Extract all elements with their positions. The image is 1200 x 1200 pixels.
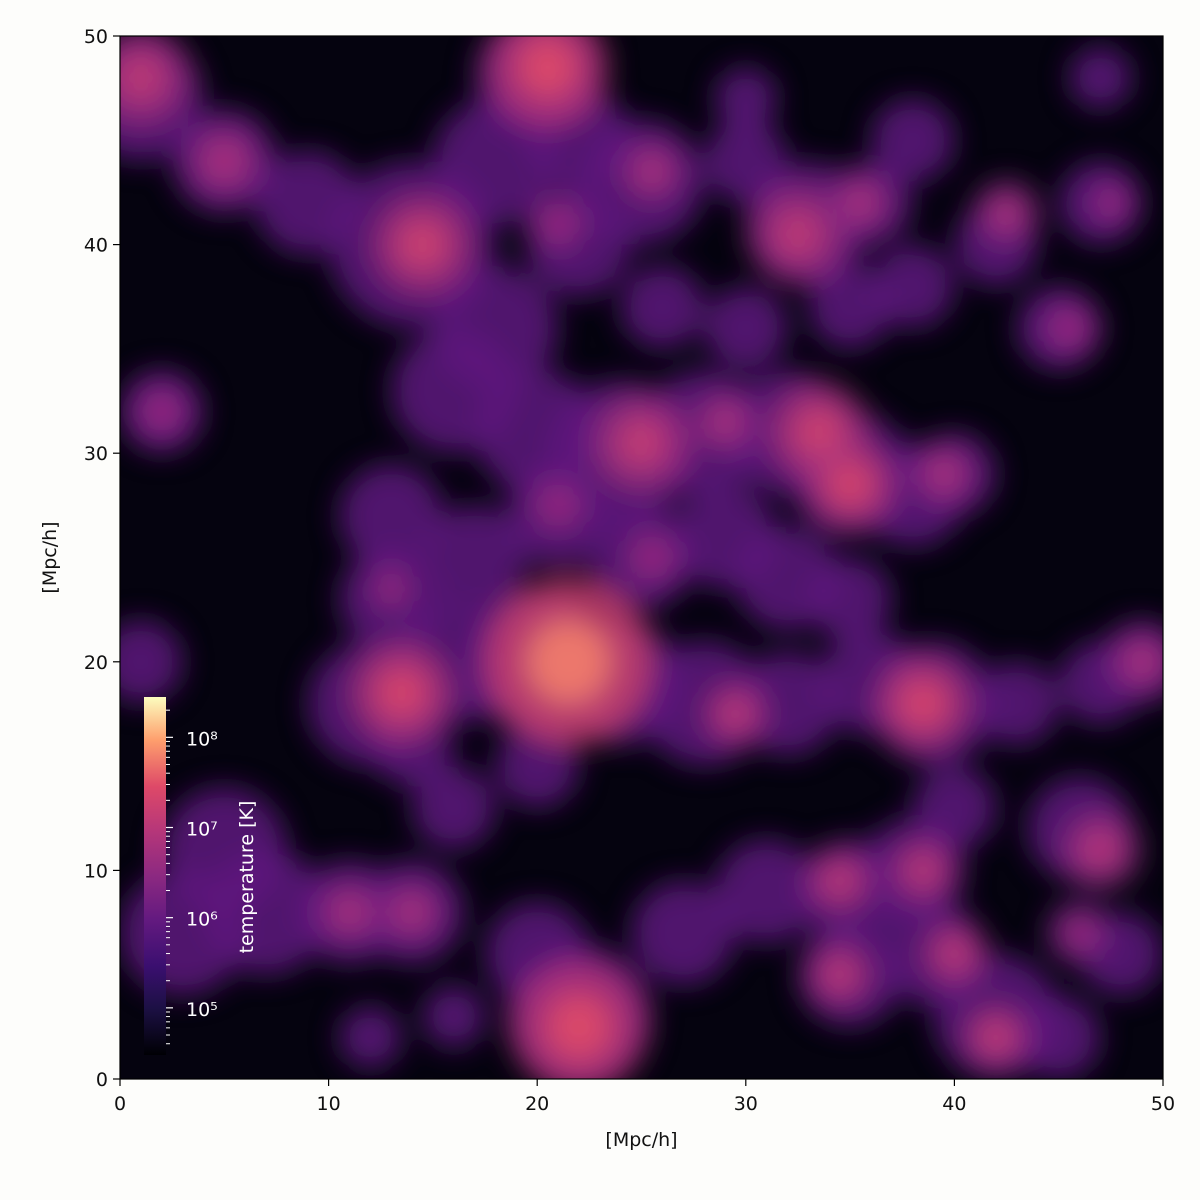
hot-core: [1062, 916, 1097, 950]
filament: [339, 1005, 402, 1069]
filament: [422, 505, 527, 610]
hot-core: [541, 488, 575, 523]
hot-core: [899, 680, 947, 727]
hot-core: [1097, 189, 1125, 217]
x-axis-label: [Mpc/h]: [605, 1129, 677, 1151]
filament: [1069, 46, 1132, 110]
x-tick-label: 40: [942, 1093, 966, 1115]
filament: [120, 620, 183, 704]
y-axis-label: [Mpc/h]: [39, 521, 61, 593]
filament: [808, 265, 892, 349]
filament: [912, 766, 997, 850]
hot-core: [204, 141, 245, 182]
filament: [631, 880, 736, 986]
x-tick-label: 10: [317, 1093, 341, 1115]
filament: [1016, 995, 1101, 1079]
y-tick-label: 30: [84, 443, 108, 465]
colorbar-tick-label: 10⁷: [186, 818, 218, 840]
hot-core: [937, 937, 972, 971]
y-tick-label: 10: [84, 860, 108, 882]
hot-core: [517, 37, 578, 98]
hot-core: [843, 186, 878, 220]
hot-core: [708, 405, 742, 439]
hot-core: [545, 993, 613, 1061]
filament: [808, 557, 892, 641]
colorbar-gradient: [144, 697, 166, 1055]
x-tick-label: 0: [114, 1093, 126, 1115]
colorbar-tick-label: 10⁸: [186, 728, 218, 750]
filament: [714, 839, 819, 944]
plot-frame: [119, 35, 1164, 1080]
filament: [339, 463, 444, 568]
hot-core: [989, 196, 1024, 230]
hot-core: [1080, 829, 1121, 870]
filament: [870, 98, 955, 183]
hot-core: [376, 668, 427, 719]
hot-core: [828, 462, 872, 507]
hot-core: [1052, 311, 1086, 345]
hot-core: [526, 620, 611, 704]
hot-core: [541, 207, 575, 241]
y-tick-label: 20: [84, 652, 108, 674]
hot-core: [397, 219, 448, 270]
hot-core: [120, 52, 166, 103]
hot-core: [395, 895, 429, 929]
filament: [203, 849, 329, 975]
filament: [412, 766, 496, 850]
hot-core: [332, 895, 367, 929]
hot-core: [793, 407, 844, 458]
colorbar: 10⁵ 10⁶ 10⁷ 10⁸ temperature [K]: [144, 697, 258, 1055]
colorbar-tick-label: 10⁵: [186, 999, 218, 1021]
filament: [704, 286, 788, 370]
x-tick-label: 20: [525, 1093, 549, 1115]
filament: [714, 67, 778, 130]
y-tick-label: 50: [84, 26, 108, 48]
hot-core: [772, 209, 823, 260]
filament: [495, 724, 579, 808]
hot-core: [718, 697, 753, 731]
heatmap-image: [120, 36, 1163, 1079]
hot-core: [635, 154, 669, 189]
y-tick-label: 0: [96, 1069, 108, 1091]
hot-core: [616, 417, 667, 468]
x-tick-label: 30: [734, 1093, 758, 1115]
axes: 0 10 20 30 40 50 0 10 20 30 40 50 [Mpc/h] [Mpc/h]: [39, 26, 1175, 1151]
colorbar-label: temperature [K]: [236, 801, 258, 954]
filament: [620, 265, 705, 349]
hot-core: [822, 958, 857, 992]
hot-core: [906, 853, 940, 888]
hot-core: [635, 540, 669, 575]
hot-core: [377, 575, 405, 603]
hot-core: [927, 457, 961, 491]
hot-core: [979, 1020, 1013, 1054]
hot-core: [145, 394, 179, 429]
filament: [975, 661, 1059, 746]
x-tick-label: 50: [1151, 1093, 1175, 1115]
filament: [422, 985, 486, 1048]
hot-core: [822, 864, 857, 898]
y-tick-label: 40: [84, 235, 108, 257]
colorbar-tick-label: 10⁶: [186, 909, 218, 931]
hot-core: [1125, 645, 1159, 679]
